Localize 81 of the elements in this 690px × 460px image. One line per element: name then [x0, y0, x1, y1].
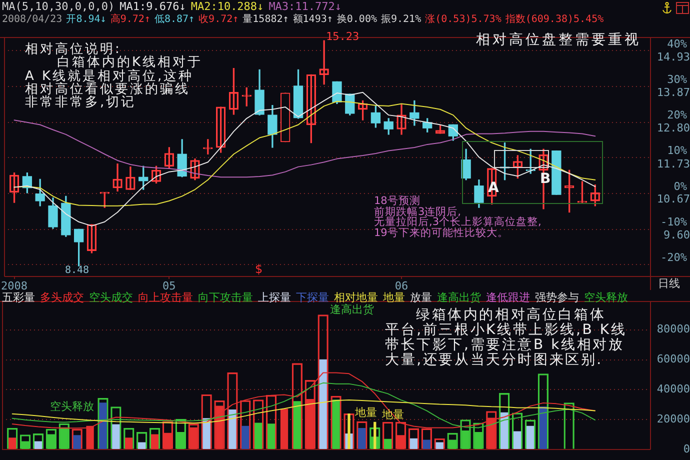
y-tick-label: 20000 — [656, 412, 690, 426]
bar — [384, 438, 392, 450]
bar — [319, 359, 327, 450]
y-tick-label: 40000 — [656, 382, 690, 396]
y-tick-label: 10.67 — [656, 192, 690, 206]
bar — [60, 427, 68, 450]
bar — [348, 414, 350, 450]
bar — [138, 442, 146, 450]
annotation: $ — [255, 262, 263, 276]
annotation: 下探量 — [296, 291, 329, 304]
annotation: 逢高出货 — [437, 291, 481, 304]
y-tick-label: 80000 — [656, 322, 690, 336]
annotation: 逢低跟进 — [486, 291, 530, 304]
annotation: 相对高位盘整需要重视 — [476, 32, 641, 48]
bar — [293, 401, 302, 450]
annotation: 8.48 — [65, 265, 90, 276]
chart-title: 五彩量 — [2, 291, 35, 304]
y2-tick-label: 0% — [674, 180, 688, 193]
y-tick-label: 60000 — [656, 352, 690, 366]
annotation: 白箱体内的K线相对于A K线就是相对高位,这种相对高位看似要涨的骗线非常非常多,切记 — [25, 55, 203, 110]
bar — [73, 435, 81, 450]
y2-tick-label: 30% — [667, 72, 688, 86]
bar — [436, 442, 444, 450]
bar — [332, 400, 340, 450]
y-tick-label: 13.87 — [656, 86, 690, 99]
annotation: 向上攻击量 — [138, 291, 193, 304]
annotation: 15.23 — [326, 30, 360, 43]
bar — [410, 438, 418, 450]
bar — [112, 424, 120, 450]
bar — [242, 426, 250, 450]
bar — [374, 422, 376, 450]
y2-tick-label: 20% — [667, 108, 688, 122]
bar — [202, 418, 210, 450]
x-tick-label: 2008 — [1, 279, 28, 292]
annotation: 18号预测 — [374, 195, 420, 207]
bar — [358, 428, 366, 450]
annotation: 空头释放 — [584, 291, 628, 304]
annotation: 多头成交 — [40, 291, 84, 304]
bar — [254, 422, 262, 450]
y2-tick-label: 40% — [667, 37, 688, 50]
bar — [228, 409, 236, 450]
x-tick-label: 06 — [394, 279, 408, 292]
y2-tick-label: -20% — [660, 251, 688, 264]
annotation: 相对高位说明: — [25, 42, 122, 57]
annotation: 强势参与 — [535, 291, 579, 304]
annotation: 地量 — [382, 408, 404, 421]
y-tick-label: 11.73 — [656, 157, 690, 170]
legend-title: MA(5,10,30,0,0,0) — [2, 0, 115, 13]
x-tick-label: 05 — [162, 279, 176, 292]
y-tick-label: 14.93 — [656, 50, 690, 64]
annotation: 空头释放 — [50, 400, 94, 413]
annotation: 地量 — [383, 291, 405, 304]
annotation: 上探量 — [258, 291, 291, 304]
annotation: 空头成交 — [89, 291, 133, 304]
text: 2008/04/23 开8.94↓ 高9.72↑ 低8.87↑ 收9.72↑ 量15882↑ 额1493↑ 换0.00% 振9.21% 涨(0.53)5.73% 指数(609.38)5.45% — [2, 14, 604, 25]
bar — [99, 402, 107, 450]
annotation: 无量拉阳后,3个长上影算高位盘整, — [374, 216, 542, 228]
y-tick-label: 0 — [683, 442, 690, 456]
bar — [34, 441, 42, 450]
annotation: 绿箱体内的相对高位白箱体平台,前三根小K线带上影线,B K线带长下影下,需要注意B k线相对放大量,还要从当天分时图来区别. — [385, 307, 627, 368]
annotation: 向下攻击量 — [198, 291, 253, 304]
text: 日线 — [658, 277, 680, 290]
y-tick-label: 9.60 — [664, 228, 690, 242]
bar — [539, 406, 548, 450]
annotation: 逢高出货 — [330, 303, 374, 316]
annotation: 19号下来的可能性比较大。 — [374, 227, 508, 240]
bar — [422, 440, 430, 450]
text: MA2:10.288↓ — [190, 0, 264, 13]
bar — [513, 431, 522, 450]
bar — [500, 412, 508, 450]
y2-tick-label: 10% — [667, 144, 688, 158]
annotation: 地量 — [355, 406, 377, 419]
text: MA1:9.676↓ — [120, 0, 186, 13]
annotation: 相对地量 — [334, 291, 378, 304]
bar — [267, 424, 276, 450]
y-tick-label: 12.80 — [656, 122, 690, 135]
bar — [526, 426, 534, 450]
annotation: 放量 — [410, 291, 432, 304]
y2-tick-label: -10% — [660, 215, 688, 228]
annotation: 前期跌幅3连阴后, — [374, 206, 462, 218]
text: MA3:11.772↓ — [268, 0, 342, 13]
